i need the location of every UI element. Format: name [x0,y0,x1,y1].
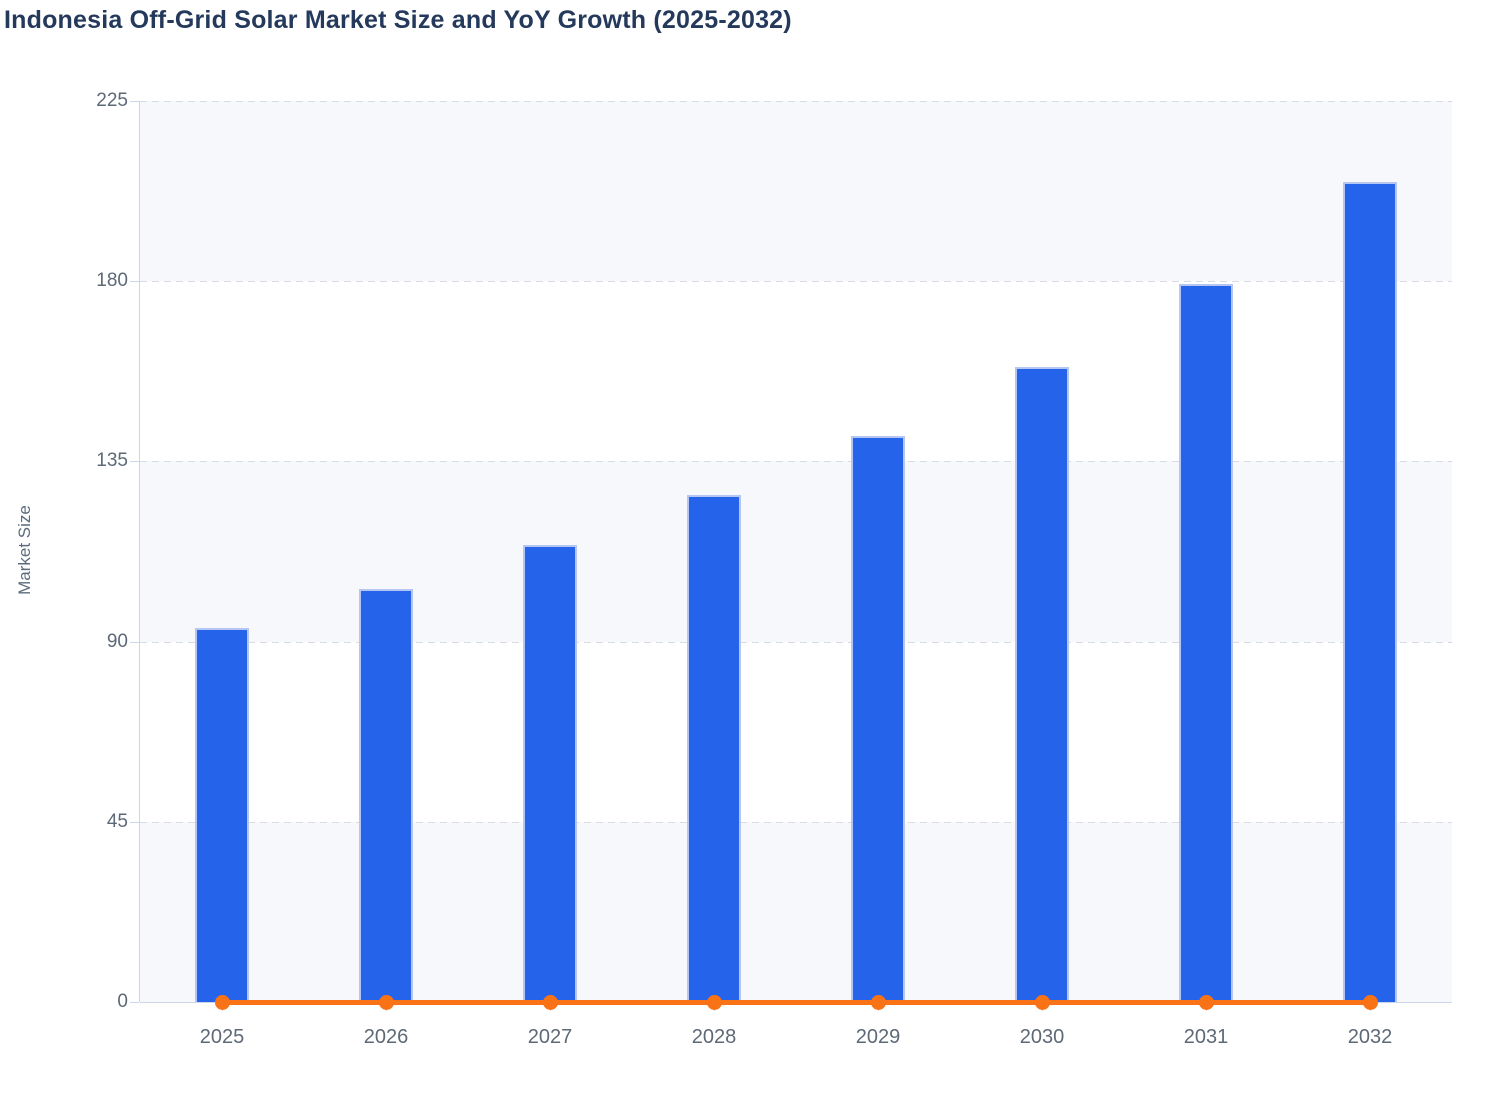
bar-2032[interactable] [1343,181,1397,1002]
y-gridline [140,281,1452,283]
y-tick-label: 135 [96,450,128,472]
y-axis-tick [130,1002,139,1003]
y-axis-tick [130,101,139,102]
y-axis-line [139,101,140,1002]
plot-area: 0 45 90 135 180 225 2025 2026 2027 2028 2029 2030 20… [96,90,1452,1048]
bar-2029[interactable] [851,436,905,1002]
x-tick-label: 2031 [1183,1026,1229,1048]
yoy-growth-marker-2027[interactable] [542,994,558,1010]
y-tick-label: 90 [106,630,128,652]
x-tick-label: 2025 [199,1026,245,1048]
y-gridline [140,461,1452,463]
y-axis-title: Market Size [15,505,34,595]
yoy-growth-marker-2026[interactable] [378,994,394,1010]
x-tick-label: 2030 [1019,1026,1065,1048]
y-tick-label: 180 [96,270,128,292]
plot-band [140,101,1452,282]
x-tick-label: 2032 [1347,1026,1393,1048]
x-tick-label: 2029 [855,1026,901,1048]
y-axis-tick [130,821,139,823]
y-tick-label: 225 [96,90,128,111]
yoy-growth-marker-2032[interactable] [1362,994,1378,1010]
plot-band [140,461,1452,642]
yoy-growth-marker-2025[interactable] [214,994,230,1010]
y-tick-label: 0 [117,991,128,1012]
bar-2025[interactable] [195,627,249,1002]
bar-2030[interactable] [1015,367,1069,1002]
bar-2031[interactable] [1179,283,1233,1002]
y-axis-tick [130,641,139,643]
y-gridline [140,641,1452,643]
y-axis-tick [130,461,139,463]
chart-title: Indonesia Off-Grid Solar Market Size and… [4,6,792,34]
yoy-growth-marker-2030[interactable] [1034,994,1050,1010]
y-gridline [140,821,1452,823]
x-tick-label: 2028 [691,1026,737,1048]
yoy-growth-line [222,999,1370,1005]
yoy-growth-marker-2031[interactable] [1198,994,1214,1010]
y-gridline [140,101,1452,102]
yoy-growth-marker-2028[interactable] [706,994,722,1010]
yoy-growth-marker-2029[interactable] [870,994,886,1010]
x-tick-label: 2027 [527,1026,573,1048]
bar-2026[interactable] [359,588,413,1002]
y-tick-label: 45 [106,810,128,832]
bar-2028[interactable] [687,495,741,1002]
plot-band [140,821,1452,1002]
bar-2027[interactable] [523,545,577,1002]
y-axis-tick [130,281,139,283]
x-tick-label: 2026 [363,1026,409,1048]
